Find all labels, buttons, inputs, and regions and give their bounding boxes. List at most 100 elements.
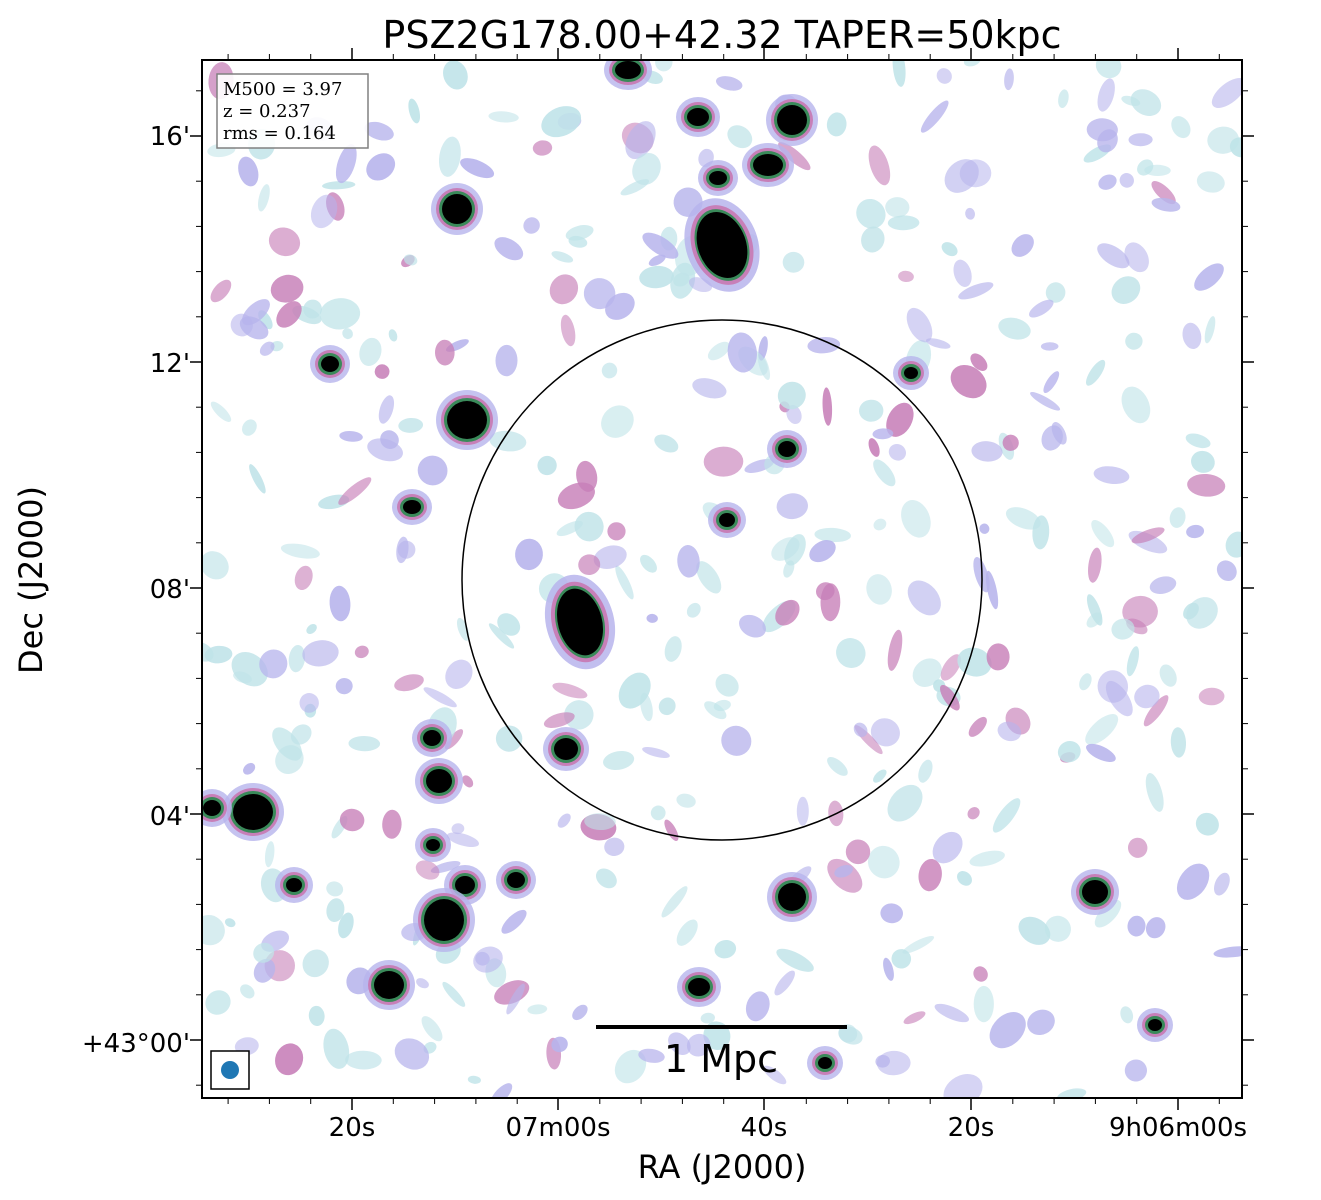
noise-patch (989, 1012, 1026, 1049)
source-core (442, 194, 472, 224)
noise-patch (692, 378, 727, 399)
noise-patch (1030, 391, 1061, 411)
noise-patch (238, 156, 259, 187)
noise-patch (576, 460, 598, 492)
noise-patch (366, 153, 396, 181)
noise-patch (727, 332, 757, 373)
noise-patch (290, 724, 312, 745)
noise-patch (642, 232, 679, 259)
source-core (507, 872, 525, 888)
noise-patch (595, 868, 617, 889)
noise-patch (456, 617, 470, 641)
noise-patch (973, 985, 994, 1023)
noise-patch (642, 747, 670, 758)
scale-bar-label: 1 Mpc (664, 1037, 778, 1081)
noise-patch (1151, 197, 1181, 212)
noise-patch (883, 957, 894, 981)
source-core (778, 883, 806, 911)
noise-patch (867, 845, 900, 879)
noise-patch (1086, 743, 1116, 762)
noise-patch (249, 464, 266, 494)
noise-patch (836, 638, 866, 668)
noise-patch (335, 677, 353, 695)
source-core (688, 978, 710, 996)
noise-patch (925, 338, 951, 349)
noise-patch (552, 682, 588, 699)
noise-patch (834, 865, 853, 878)
noise-patch (1149, 576, 1177, 594)
noise-patch (646, 613, 658, 623)
noise-patch (276, 301, 302, 328)
noise-patch (578, 554, 601, 576)
noise-patch (958, 282, 994, 300)
noise-patch (888, 443, 907, 461)
noise-patch (763, 1065, 787, 1085)
y-tick-label: 04' (150, 802, 190, 832)
noise-patch (873, 518, 887, 531)
noise-patch (1011, 234, 1034, 257)
noise-patch (438, 136, 461, 177)
noise-patch (259, 649, 288, 679)
noise-patch (382, 809, 402, 839)
noise-patch (1126, 646, 1140, 677)
noise-patch (416, 978, 429, 989)
x-tick-label: 20s (329, 1113, 376, 1143)
source-core (203, 800, 221, 816)
noise-patch (467, 1075, 481, 1084)
noise-patch (887, 629, 903, 671)
noise-patch (782, 251, 805, 273)
noise-patch (968, 716, 987, 737)
noise-patch (941, 242, 958, 257)
noise-patch (423, 687, 457, 708)
noise-patch (625, 121, 656, 160)
noise-patch (394, 674, 424, 692)
noise-patch (940, 654, 962, 681)
noise-patch (527, 1004, 548, 1015)
noise-patch (253, 942, 275, 963)
noise-patch (1097, 78, 1115, 112)
noise-patch (205, 990, 231, 1015)
noise-patch (417, 455, 448, 486)
noise-patch (202, 551, 229, 580)
noise-patch (814, 527, 851, 543)
noise-patch (210, 279, 232, 303)
noise-patch (838, 1026, 863, 1045)
noise-patch (1045, 282, 1066, 303)
noise-patch (1119, 173, 1134, 188)
noise-patch (339, 808, 365, 832)
noise-patch (398, 417, 424, 433)
noise-patch (1186, 524, 1205, 539)
noise-patch (506, 983, 525, 1015)
noise-patch (268, 227, 301, 257)
noise-patch (537, 455, 557, 476)
noise-patch (359, 337, 382, 366)
noise-patch (495, 725, 523, 752)
noise-patch (943, 1074, 983, 1098)
source-core (286, 878, 302, 892)
noise-patch (673, 272, 690, 287)
noise-patch (1191, 450, 1215, 473)
noise-patch (868, 438, 880, 457)
noise-patch (1137, 159, 1154, 176)
noise-patch (1088, 547, 1102, 583)
noise-patch (329, 585, 351, 622)
noise-patch (280, 543, 320, 559)
noise-patch (918, 858, 942, 892)
beam-ellipse (221, 1061, 239, 1079)
noise-patch (932, 831, 963, 864)
noise-patch (1196, 171, 1225, 193)
noise-patch (335, 144, 357, 184)
noise-patch (957, 871, 972, 886)
noise-patch (1124, 1059, 1147, 1082)
noise-patch (1004, 68, 1014, 91)
noise-patch (796, 796, 809, 826)
noise-patch (270, 274, 304, 303)
noise-patch (887, 215, 920, 231)
noise-patch (696, 561, 722, 594)
noise-patch (1171, 116, 1191, 139)
noise-patch (601, 405, 634, 438)
noise-patch (992, 798, 1021, 833)
noise-patch (501, 909, 527, 934)
noise-patch (572, 1004, 588, 1021)
noise-patch (560, 314, 576, 347)
